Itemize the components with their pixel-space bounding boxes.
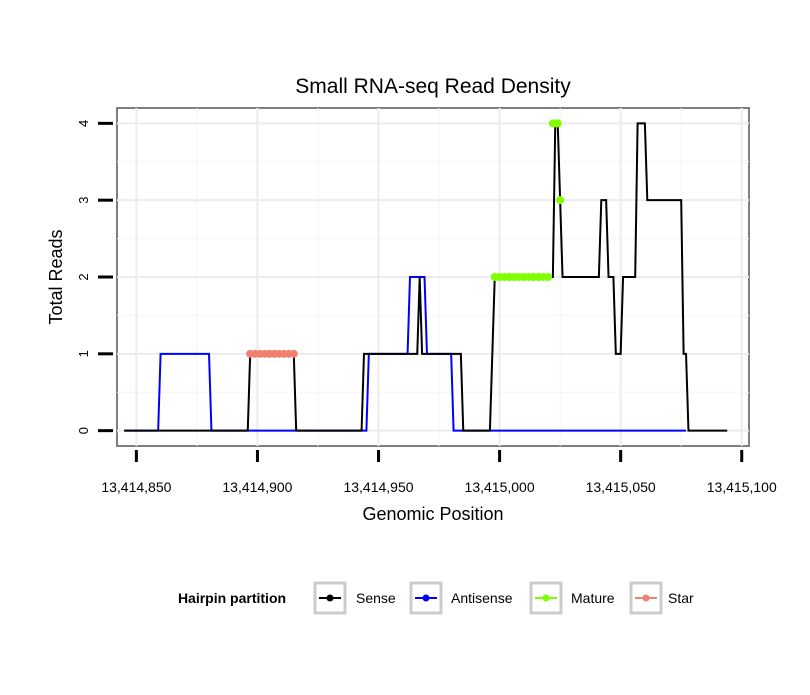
chart-title: Small RNA-seq Read Density <box>295 75 571 98</box>
legend-label-mature: Mature <box>571 590 615 606</box>
mature-point <box>553 119 562 128</box>
y-tick-label: 4 <box>76 120 91 127</box>
legend-label-antisense: Antisense <box>451 590 513 606</box>
y-tick-label: 0 <box>76 427 91 434</box>
mature-point <box>556 196 565 205</box>
legend-key-point-sense <box>326 594 334 602</box>
x-tick-label: 13,414,900 <box>222 479 292 495</box>
legend-key-point-star <box>642 594 650 602</box>
axes: 13,414,850 13,414,900 13,414,950 13,415,000… <box>76 120 777 495</box>
y-tick-label: 3 <box>76 197 91 204</box>
star-point <box>289 349 298 358</box>
legend-title: Hairpin partition <box>178 590 286 606</box>
legend-key-point-antisense <box>422 594 430 602</box>
y-axis-label: Total Reads <box>46 229 66 324</box>
legend-label-sense: Sense <box>356 590 396 606</box>
y-tick-label: 2 <box>76 273 91 280</box>
y-tick-label: 1 <box>76 350 91 357</box>
grid-lines <box>117 108 749 446</box>
x-tick-label: 13,414,850 <box>101 479 171 495</box>
legend: Hairpin partition Sense Antisense Mature St… <box>178 581 694 615</box>
series-layer <box>124 119 728 432</box>
x-axis-label: Genomic Position <box>362 504 503 524</box>
x-tick-label: 13,414,950 <box>343 479 413 495</box>
legend-label-star: Star <box>668 590 694 606</box>
x-tick-label: 13,415,000 <box>465 479 535 495</box>
mature-point <box>544 273 553 281</box>
legend-key-point-mature <box>542 594 550 602</box>
x-tick-label: 13,415,050 <box>586 479 656 495</box>
x-tick-label: 13,415,100 <box>707 479 777 495</box>
